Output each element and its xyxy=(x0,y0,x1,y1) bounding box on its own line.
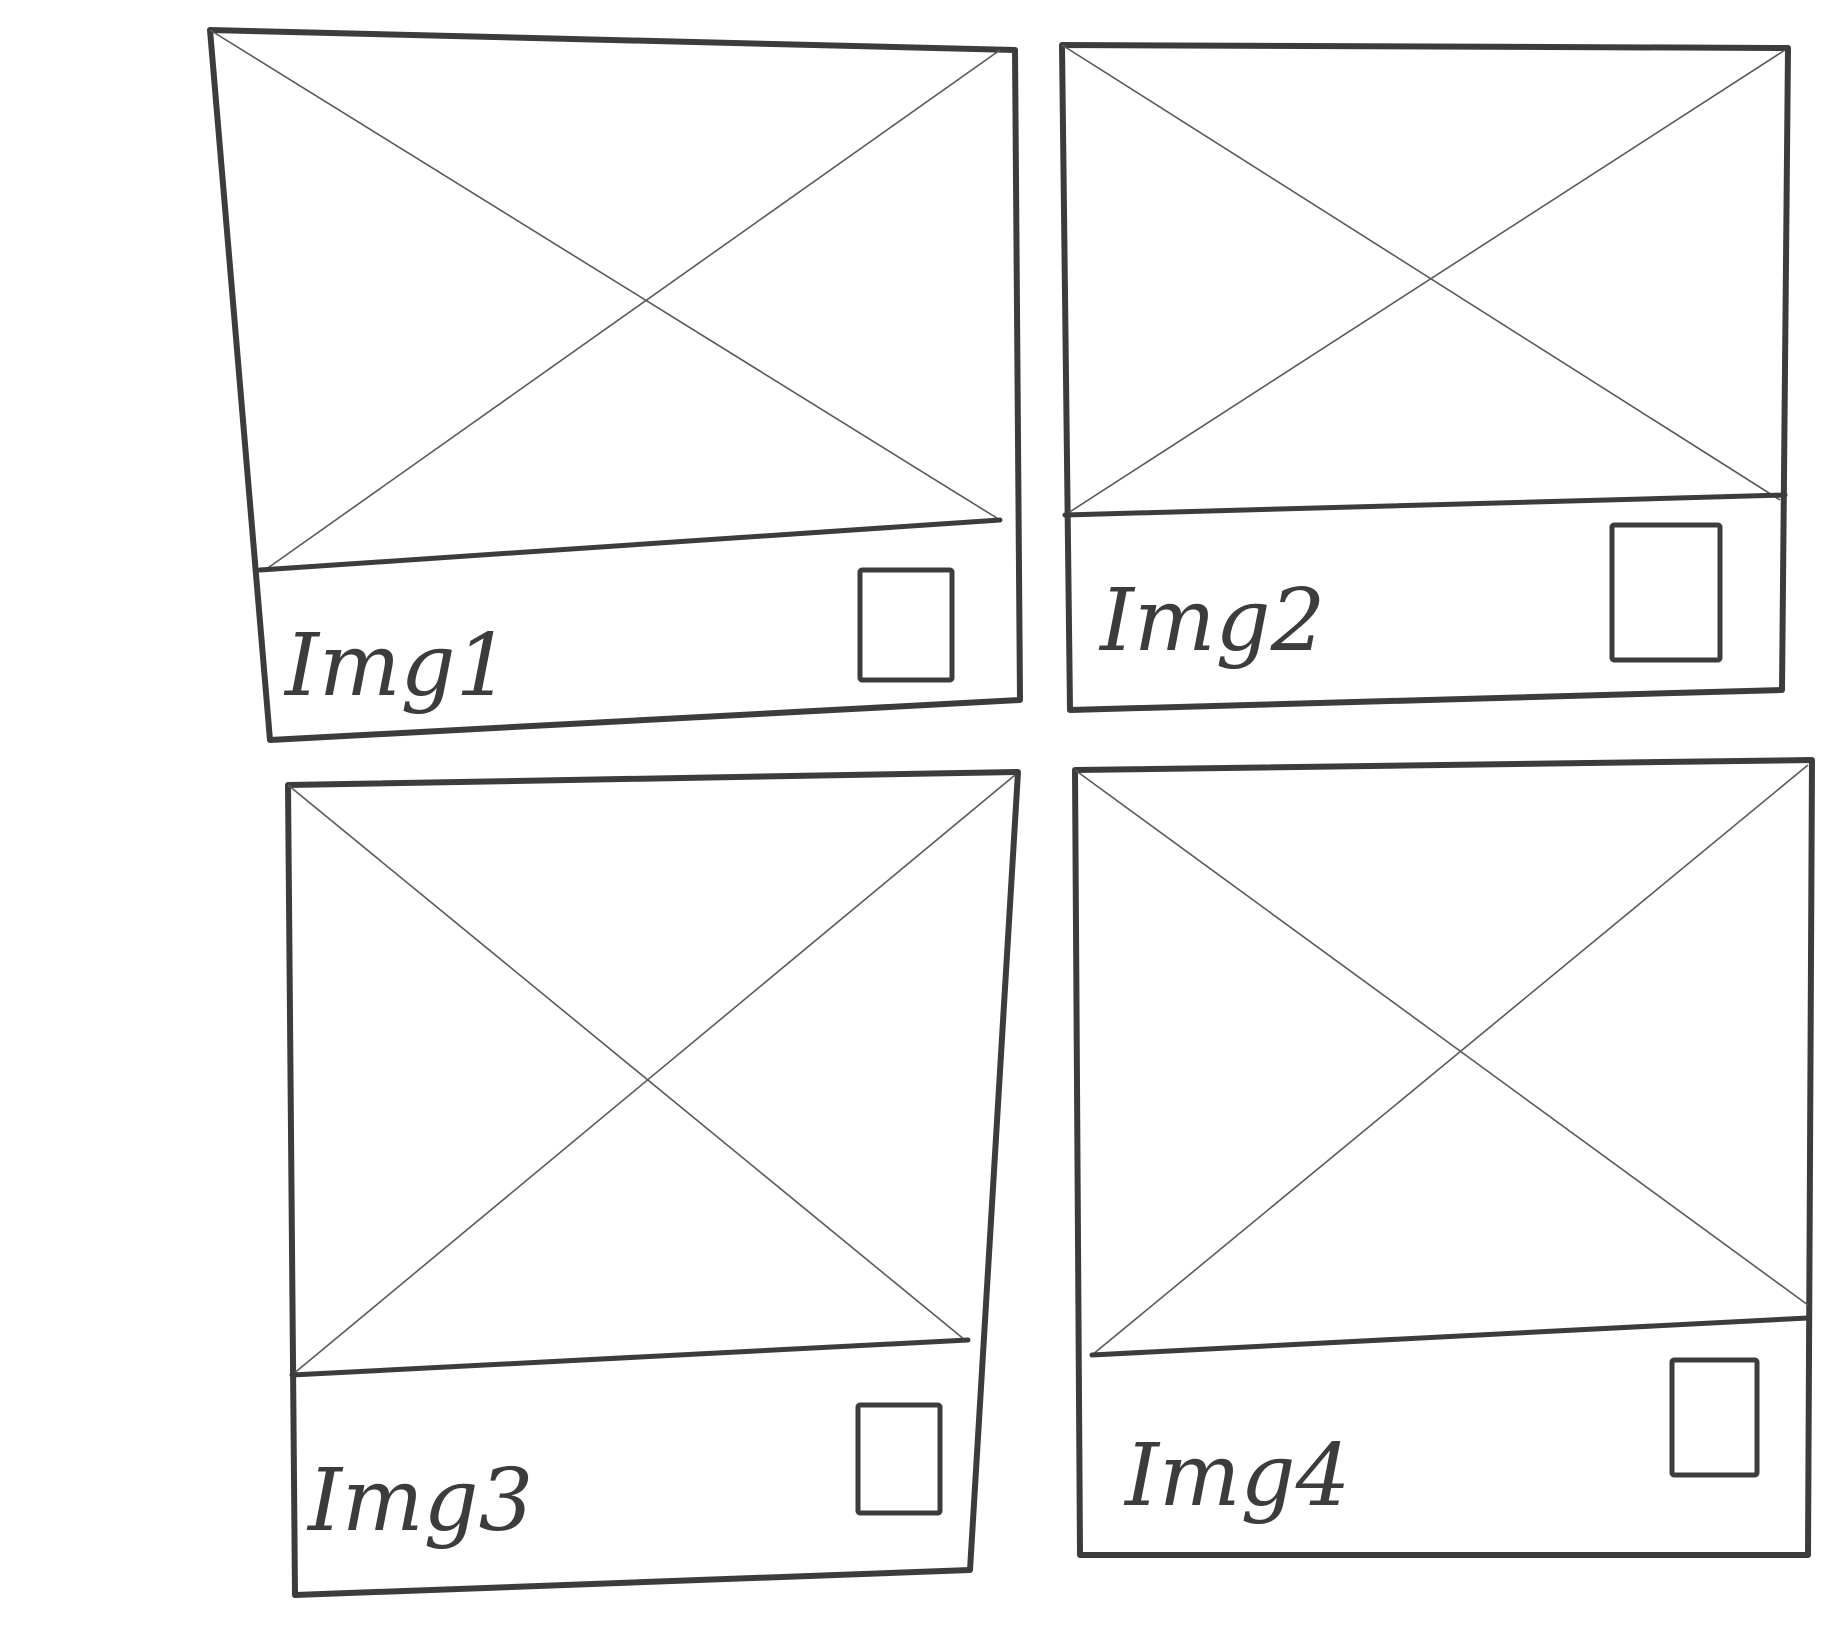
image-placeholder-diagonal xyxy=(1061,44,1781,501)
card-frame xyxy=(1059,42,1791,713)
caption-divider xyxy=(257,517,1003,573)
card-label: Img1 xyxy=(283,616,510,716)
caption-divider xyxy=(289,1337,971,1378)
select-checkbox[interactable] xyxy=(1669,1357,1760,1478)
card-label: Img3 xyxy=(306,1451,533,1551)
image-placeholder-diagonal xyxy=(1064,49,1786,516)
caption-divider xyxy=(1089,1315,1811,1358)
image-placeholder-diagonal xyxy=(264,49,1001,571)
caption-divider xyxy=(1062,492,1788,518)
image-placeholder-diagonal xyxy=(291,774,1016,1376)
image-placeholder-diagonal xyxy=(1091,764,1809,1356)
image-card[interactable]: Img1 xyxy=(207,27,1023,743)
card-frame xyxy=(285,769,1021,1598)
image-card[interactable]: Img4 xyxy=(1072,757,1815,1558)
card-frame xyxy=(1072,757,1815,1558)
card-label: Img4 xyxy=(1123,1426,1350,1526)
card-label: Img2 xyxy=(1098,571,1325,671)
card-frame xyxy=(207,27,1023,743)
image-placeholder-diagonal xyxy=(1074,769,1809,1306)
image-card[interactable]: Img2 xyxy=(1059,42,1791,713)
image-placeholder-diagonal xyxy=(287,784,966,1341)
image-card[interactable]: Img3 xyxy=(285,769,1021,1598)
select-checkbox[interactable] xyxy=(1609,522,1723,663)
select-checkbox[interactable] xyxy=(855,1402,943,1516)
select-checkbox[interactable] xyxy=(857,567,955,683)
image-placeholder-diagonal xyxy=(209,29,1001,521)
